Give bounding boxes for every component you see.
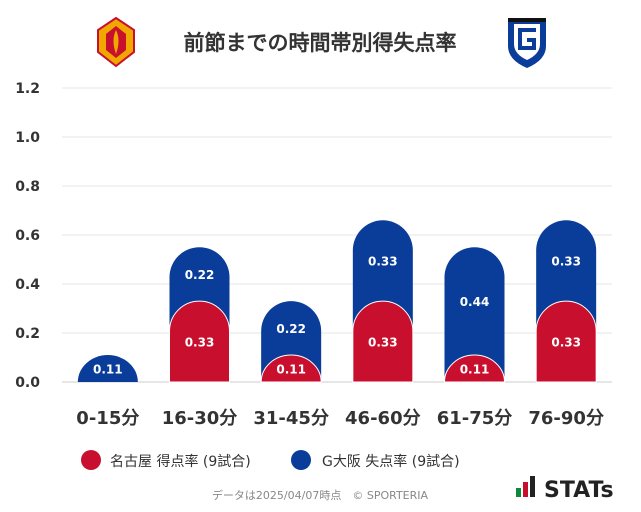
legend-label-home: 名古屋 得点率 (9試合): [110, 453, 251, 470]
x-tick-label: 46-60分: [345, 408, 421, 429]
x-tick-label: 76-90分: [528, 408, 604, 429]
y-tick-label: 0.0: [15, 375, 40, 391]
bar-home: [260, 354, 322, 383]
legend-item-home: 名古屋 得点率 (9試合): [81, 450, 251, 470]
footer-note: データは2025/04/07時点 © SPORTERIA: [212, 488, 429, 502]
stats-logo: STATs: [516, 476, 614, 503]
y-grid: [62, 87, 612, 383]
y-tick-label: 0.6: [15, 228, 40, 244]
data-label-away: 0.33: [368, 255, 398, 269]
data-label-away: 0.22: [276, 322, 306, 336]
y-tick-label: 0.8: [15, 179, 40, 195]
x-tick-label: 16-30分: [162, 408, 238, 429]
legend-swatch-home: [81, 450, 101, 470]
data-label-away: 0.44: [460, 295, 490, 309]
x-axis: 0-15分 16-30分 31-45分 46-60分 61-75分 76-90分: [76, 408, 604, 429]
away-crest-icon: [508, 18, 546, 68]
legend-swatch-away: [291, 450, 311, 470]
y-tick-label: 1.0: [15, 130, 40, 146]
data-label-home: 0.11: [460, 363, 490, 377]
x-tick-label: 31-45分: [253, 408, 329, 429]
data-label-home: 0.33: [185, 336, 215, 350]
bar-home: [169, 300, 230, 383]
bar-home: [443, 354, 506, 383]
data-label-home: 0.33: [368, 336, 398, 350]
stats-bars-icon: [516, 476, 535, 497]
y-tick-label: 1.2: [15, 81, 40, 97]
x-tick-label: 61-75分: [437, 408, 513, 429]
bar-away: [444, 247, 505, 382]
bars-group: 0.11 0.22 0.33 0.22 0.11 0.33 0.33 0.44 0.11 0.33…: [77, 220, 597, 383]
bar-home: [352, 300, 414, 383]
legend-label-away: G大阪 失点率 (9試合): [322, 453, 460, 470]
data-label-home: 0.11: [276, 363, 306, 377]
bar-home: [535, 300, 597, 383]
y-tick-label: 0.4: [15, 277, 40, 293]
x-tick-label: 0-15分: [76, 408, 139, 429]
chart-title: 前節までの時間帯別得失点率: [184, 31, 457, 55]
legend: 名古屋 得点率 (9試合) G大阪 失点率 (9試合): [81, 450, 460, 470]
data-label-away: 0.33: [551, 255, 581, 269]
y-tick-label: 0.2: [15, 326, 40, 342]
legend-item-away: G大阪 失点率 (9試合): [291, 450, 460, 470]
data-label-away: 0.22: [185, 268, 215, 282]
home-crest-icon: [97, 16, 135, 68]
bar-away: [77, 355, 138, 382]
stats-brand: STATs: [544, 478, 614, 503]
y-axis: 0.0 0.2 0.4 0.6 0.8 1.0 1.2: [15, 81, 40, 391]
data-label-away: 0.11: [93, 363, 123, 377]
data-label-home: 0.33: [551, 336, 581, 350]
